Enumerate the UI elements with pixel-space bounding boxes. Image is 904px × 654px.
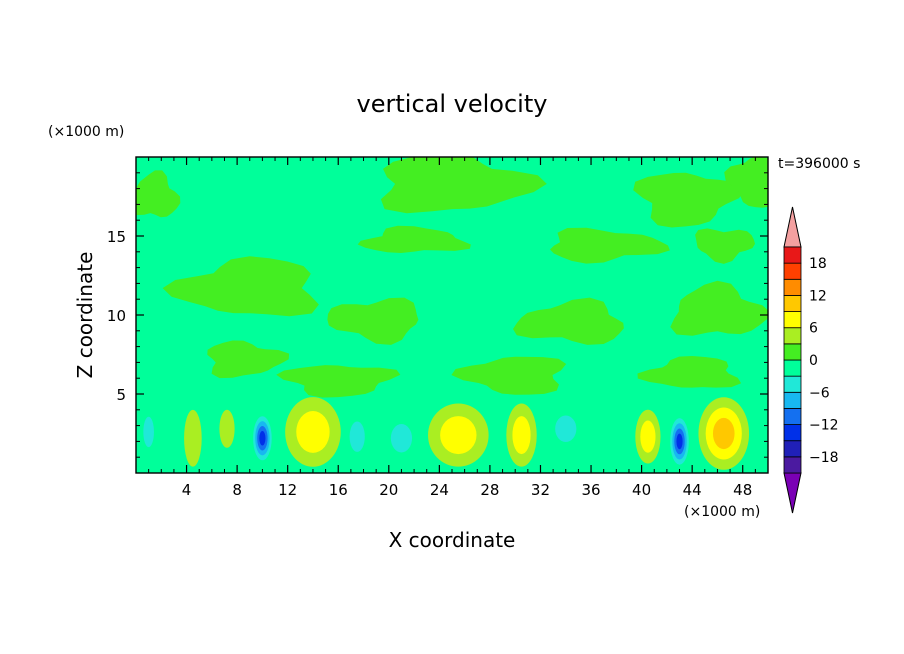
colorbar-extend-max	[783, 206, 802, 248]
upper-patch	[513, 297, 624, 345]
colorbar-tick-label: −6	[809, 385, 830, 401]
x-tick-label: 12	[278, 481, 297, 499]
colorbar-band	[783, 440, 802, 458]
upper-patch	[695, 228, 755, 264]
convective-cell	[555, 415, 577, 443]
colorbar-tick-label: −18	[809, 450, 839, 466]
convective-cell	[219, 409, 235, 448]
upper-patch	[357, 225, 471, 253]
plot-area	[136, 157, 768, 473]
upper-patch	[380, 157, 547, 214]
x-tick-label: 24	[430, 481, 449, 499]
convective-cell	[676, 433, 683, 450]
colorbar-band	[783, 262, 802, 280]
x-tick-label: 8	[232, 481, 242, 499]
y-axis: 5 10 15	[107, 172, 768, 458]
y-axis-label: Z coordinate	[73, 252, 97, 379]
colorbar-band	[783, 327, 802, 345]
convective-cell	[349, 421, 365, 452]
upper-patch	[327, 297, 419, 345]
colorbar-band	[783, 246, 802, 264]
y-units-label: (×1000 m)	[48, 124, 124, 140]
colorbar-tick-label: 18	[809, 256, 827, 272]
time-label: t=396000 s	[778, 156, 860, 172]
colorbar-band	[783, 391, 802, 409]
upper-patch	[633, 172, 745, 228]
upper-patch	[162, 256, 319, 317]
colorbar-band	[783, 408, 802, 425]
upper-patch	[550, 227, 670, 264]
y-tick-label: 10	[107, 307, 126, 325]
x-tick-label: 20	[379, 481, 398, 499]
convective-cell	[440, 416, 477, 455]
upper-patch	[276, 365, 401, 398]
colorbar-tick-label: 12	[809, 288, 827, 304]
x-axis: 4 8 12 16 20 24 28 32 36 40 44 48	[148, 157, 756, 499]
colorbar-band	[783, 424, 802, 442]
convective-cell	[640, 420, 656, 453]
colorbar-band	[783, 295, 802, 312]
convective-cell	[712, 417, 735, 450]
convective-cell	[184, 409, 202, 467]
x-tick-label: 28	[480, 481, 499, 499]
colorbar-band	[783, 311, 802, 329]
upper-patch	[724, 157, 768, 208]
x-tick-label: 36	[581, 481, 600, 499]
upper-patch	[451, 356, 567, 395]
x-tick-label: 44	[683, 481, 702, 499]
x-tick-label: 48	[733, 481, 752, 499]
convective-cell	[259, 430, 266, 446]
x-tick-label: 32	[531, 481, 550, 499]
colorbar-band	[783, 456, 802, 474]
colorbar-band	[783, 278, 802, 296]
convective-cell	[512, 416, 531, 455]
x-units-label: (×1000 m)	[684, 504, 760, 520]
y-tick-label: 15	[107, 228, 126, 246]
y-tick-label: 5	[116, 386, 126, 404]
colorbar-tick-label: 0	[809, 353, 818, 369]
x-axis-label: X coordinate	[389, 528, 516, 552]
chart-title: vertical velocity	[357, 90, 548, 118]
colorbar-band	[783, 359, 802, 377]
colorbar-band	[783, 375, 802, 393]
colorbar: −18 −12 −6 0 6 12 18	[783, 206, 839, 514]
colorbar-band	[783, 343, 802, 361]
convective-cell	[390, 424, 413, 453]
upper-patch	[670, 280, 768, 336]
colorbar-extend-min	[783, 472, 802, 514]
upper-patch	[136, 170, 181, 218]
x-tick-label: 16	[329, 481, 348, 499]
colorbar-tick-label: 6	[809, 321, 818, 337]
x-tick-label: 4	[182, 481, 192, 499]
convective-cell	[143, 416, 154, 448]
upper-patch	[637, 356, 742, 388]
colorbar-tick-label: −12	[809, 418, 839, 434]
x-tick-label: 40	[632, 481, 651, 499]
upper-patch	[207, 340, 290, 379]
convective-cell	[296, 411, 330, 453]
